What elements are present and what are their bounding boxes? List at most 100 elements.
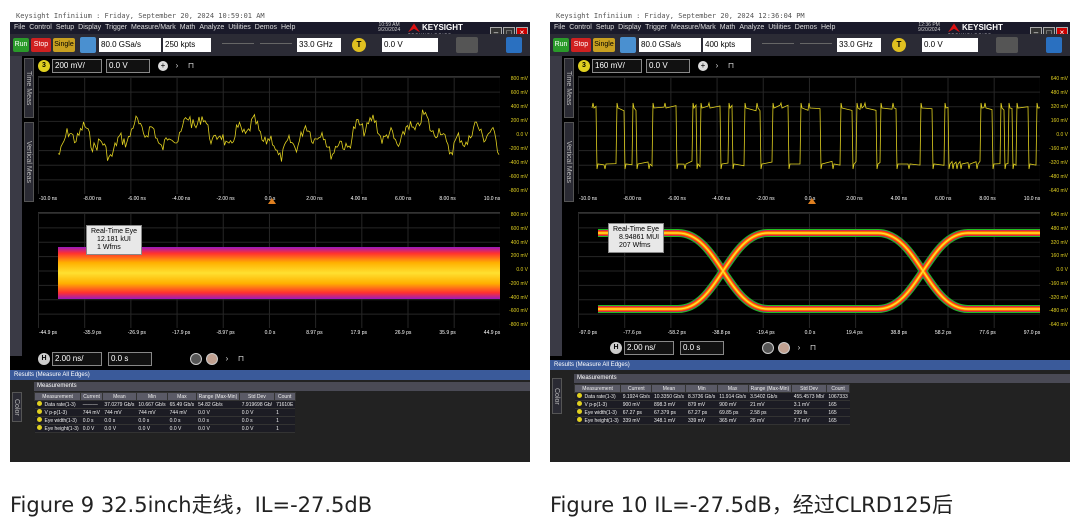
column-header[interactable]: Measurement [573, 384, 622, 393]
table-row[interactable]: Eye width(1-3) 67.27 ps 67.379 ps 67.27 ps 6… [574, 408, 850, 417]
menu-trigger[interactable]: Trigger [105, 24, 128, 31]
autoscale-icon[interactable] [1046, 37, 1062, 53]
menu-control[interactable]: Control [29, 24, 52, 31]
horizontal-badge[interactable]: H [38, 353, 50, 365]
menu-file[interactable]: File [554, 24, 566, 31]
menu-math[interactable]: Math [179, 24, 196, 31]
color-grade-tab[interactable]: Color Grade [12, 392, 22, 422]
single-button[interactable]: Single [53, 38, 75, 52]
menu-analyze[interactable]: Analyze [739, 24, 765, 31]
channel-scale-field[interactable]: 200 mV/ [52, 59, 102, 73]
channel-3-badge[interactable]: 3 [578, 60, 590, 72]
trigger-level-field[interactable]: 0.0 V [922, 38, 978, 52]
single-button[interactable]: Single [593, 38, 615, 52]
table-row[interactable]: V p-p(1-3) 900 mV 898.3 mV 879 mV 900 mV 21 m… [574, 400, 850, 409]
column-header[interactable]: Range (Max-Min) [747, 384, 793, 393]
channel-offset-field[interactable]: 0.0 V [646, 59, 690, 73]
column-header[interactable]: Current [620, 384, 653, 393]
record-icon[interactable] [206, 353, 218, 365]
column-header[interactable]: Min [135, 392, 169, 401]
menu-control[interactable]: Control [569, 24, 592, 31]
vertical-meas-tab[interactable]: Vertical Meas [24, 122, 34, 202]
eye-diagram-plot[interactable]: Real-Time Eye 8.94861 MUI 207 Wfms [578, 212, 1040, 328]
menu-trigger[interactable]: Trigger [645, 24, 668, 31]
bandwidth-field[interactable]: 33.0 GHz [297, 38, 341, 52]
acquisition-icon[interactable] [80, 37, 96, 53]
horizontal-scale-field[interactable]: 2.00 ns/ [52, 352, 102, 366]
column-header[interactable]: Min [685, 384, 718, 393]
table-row[interactable]: Data rate(1-3) ——— 37.0279 Gb/s 10.667 Gb/s… [34, 400, 296, 409]
horizontal-badge[interactable]: H [610, 342, 622, 354]
pin-icon[interactable]: ⊓ [237, 354, 245, 363]
menu-help[interactable]: Help [280, 24, 296, 31]
channel-3-badge[interactable]: 3 [38, 60, 50, 72]
table-row[interactable]: Eye height(1-3) 0.0 V 0.0 V 0.0 V 0.0 V 0.0 V… [34, 424, 296, 433]
menu-utilities[interactable]: Utilities [768, 24, 791, 31]
bandwidth-field[interactable]: 33.0 GHz [837, 38, 881, 52]
acquisition-icon[interactable] [620, 37, 636, 53]
run-button[interactable]: Run [13, 38, 29, 52]
memory-depth-field[interactable]: 400 kpts [703, 38, 751, 52]
menu-demos[interactable]: Demos [254, 24, 277, 31]
undo-icon[interactable] [996, 37, 1018, 53]
menu-utilities[interactable]: Utilities [228, 24, 251, 31]
column-header[interactable]: Max [716, 384, 749, 393]
pin-icon[interactable]: ⊓ [809, 343, 817, 352]
column-header[interactable]: Max [167, 392, 197, 401]
table-row[interactable]: Data rate(1-3) 9.1924 Gb/s 10.3350 Gb/s 8.3… [574, 392, 850, 401]
chevron-right-icon[interactable]: › [225, 354, 229, 363]
chevron-right-icon[interactable]: › [797, 343, 801, 352]
chevron-right-icon[interactable]: › [175, 61, 179, 70]
zoom-icon[interactable] [762, 342, 774, 354]
trigger-badge[interactable]: T [892, 38, 906, 52]
time-meas-tab[interactable]: Time Meas [24, 58, 34, 118]
channel-scale-field[interactable]: 160 mV/ [592, 59, 642, 73]
pin-icon[interactable]: ⊓ [187, 61, 195, 70]
autoscale-icon[interactable] [506, 37, 522, 53]
column-header[interactable]: Count [825, 384, 851, 393]
column-header[interactable]: Mean [651, 384, 687, 393]
horizontal-position-field[interactable]: 0.0 s [680, 341, 724, 355]
zoom-icon[interactable] [190, 353, 202, 365]
menu-math[interactable]: Math [719, 24, 736, 31]
menu-file[interactable]: File [14, 24, 26, 31]
column-header[interactable]: Count [273, 392, 296, 401]
horizontal-position-field[interactable]: 0.0 s [108, 352, 152, 366]
waveform-plot[interactable] [38, 76, 500, 194]
column-header[interactable]: Measurement [33, 392, 82, 401]
column-header[interactable]: Mean [101, 392, 137, 401]
memory-depth-field[interactable]: 250 kpts [163, 38, 211, 52]
column-header[interactable]: Std Dev [791, 384, 827, 393]
column-header[interactable]: Range (Max-Min) [195, 392, 241, 401]
horizontal-scale-field[interactable]: 2.00 ns/ [624, 341, 674, 355]
menu-measure-mark[interactable]: Measure/Mark [131, 24, 176, 31]
stop-button[interactable]: Stop [571, 38, 591, 52]
menu-measure-mark[interactable]: Measure/Mark [671, 24, 716, 31]
channel-offset-field[interactable]: 0.0 V [106, 59, 150, 73]
menu-display[interactable]: Display [618, 24, 642, 31]
pin-icon[interactable]: ⊓ [727, 61, 735, 70]
menu-setup[interactable]: Setup [595, 24, 615, 31]
sample-rate-field[interactable]: 80.0 GSa/s [639, 38, 701, 52]
waveform-plot[interactable] [578, 76, 1040, 194]
time-meas-tab[interactable]: Time Meas [564, 58, 574, 118]
trigger-level-field[interactable]: 0.0 V [382, 38, 438, 52]
table-row[interactable]: Eye height(1-3) 339 mV 348.1 mV 339 mV 365 m… [574, 416, 850, 425]
eye-diagram-plot[interactable]: Real-Time Eye 12.181 kUI 1 Wfms [38, 212, 500, 328]
undo-icon[interactable] [456, 37, 478, 53]
chevron-right-icon[interactable]: › [715, 61, 719, 70]
menu-display[interactable]: Display [78, 24, 102, 31]
column-header[interactable]: Std Dev [239, 392, 275, 401]
menu-help[interactable]: Help [820, 24, 836, 31]
color-grade-tab[interactable]: Color Grade [552, 378, 562, 414]
stop-button[interactable]: Stop [31, 38, 51, 52]
trigger-badge[interactable]: T [352, 38, 366, 52]
add-icon[interactable]: + [698, 61, 708, 71]
sample-rate-field[interactable]: 80.0 GSa/s [99, 38, 161, 52]
menu-analyze[interactable]: Analyze [199, 24, 225, 31]
run-button[interactable]: Run [553, 38, 569, 52]
record-icon[interactable] [778, 342, 790, 354]
column-header[interactable]: Current [80, 392, 103, 401]
